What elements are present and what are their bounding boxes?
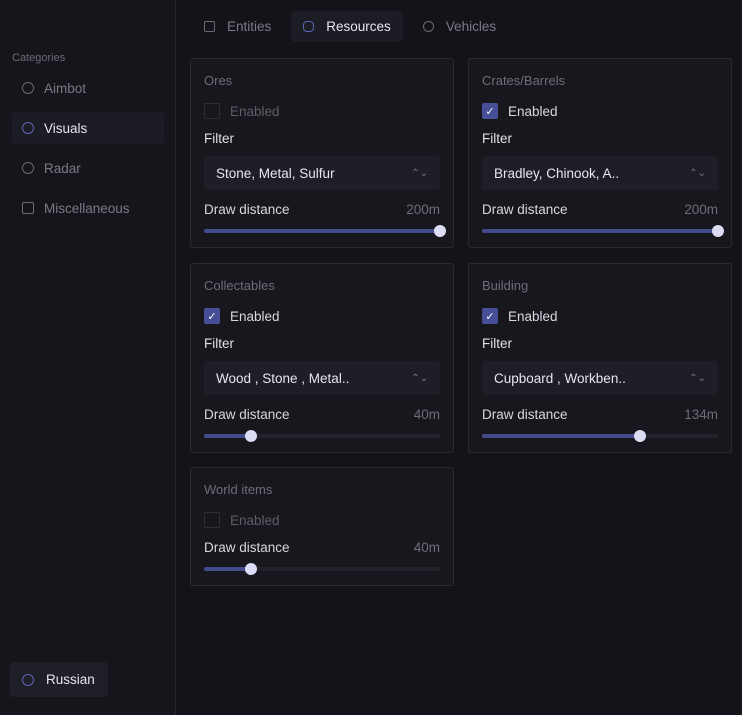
enabled-checkbox[interactable]: ✓ Enabled — [482, 103, 718, 119]
slider-fill — [204, 434, 252, 438]
draw-distance-label: Draw distance — [482, 407, 568, 422]
filter-select[interactable]: Wood , Stone , Metal.. ⌃⌄ — [204, 361, 440, 395]
backpack-icon — [303, 21, 315, 32]
filter-value: Bradley, Chinook, A.. — [494, 165, 620, 181]
tab-label: Resources — [326, 19, 391, 34]
sidebar-item-label: Miscellaneous — [44, 200, 130, 216]
checkbox-box[interactable] — [204, 512, 220, 528]
enabled-checkbox[interactable]: ✓ Enabled — [204, 308, 440, 324]
filter-select[interactable]: Cupboard , Workben.. ⌃⌄ — [482, 361, 718, 395]
sidebar: Categories Aimbot Visuals Radar Miscella… — [0, 0, 176, 715]
draw-distance-slider[interactable] — [204, 225, 446, 237]
checkbox-label: Enabled — [230, 308, 280, 324]
chevron-up-down-icon: ⌃⌄ — [411, 372, 428, 384]
card-title: Building — [482, 278, 529, 293]
draw-distance-value: 134m — [684, 407, 718, 422]
card-building: Building ✓ Enabled Filter Cupboard , Workb… — [468, 263, 732, 453]
draw-distance-label: Draw distance — [482, 202, 568, 217]
tab-label: Vehicles — [445, 19, 497, 34]
slider-fill — [204, 229, 440, 233]
draw-distance-value: 200m — [406, 202, 440, 217]
card-crates-barrels: Crates/Barrels ✓ Enabled Filter Bradley, C… — [468, 58, 732, 248]
draw-distance-value: 200m — [684, 202, 718, 217]
checkbox-label: Enabled — [508, 308, 558, 324]
card-ores: Ores Enabled Filter Stone, Metal, Sulfur ⌃… — [190, 58, 454, 248]
checkbox-label: Enabled — [508, 103, 558, 119]
draw-distance-label: Draw distance — [204, 202, 290, 217]
filter-label: Filter — [482, 131, 512, 146]
draw-distance-label: Draw distance — [204, 407, 290, 422]
checkbox-label: Enabled — [230, 512, 280, 528]
tab-resources[interactable]: Resources — [291, 11, 403, 42]
tab-entities[interactable]: Entities — [192, 11, 283, 42]
language-label: Russian — [46, 672, 95, 687]
filter-label: Filter — [482, 336, 512, 351]
scan-face-icon — [204, 21, 215, 32]
language-button[interactable]: Russian — [10, 662, 108, 697]
sidebar-item-miscellaneous[interactable]: Miscellaneous — [12, 192, 164, 224]
chevron-up-down-icon: ⌃⌄ — [411, 167, 428, 179]
enabled-checkbox[interactable]: Enabled — [204, 103, 440, 119]
checkbox-box[interactable] — [204, 103, 220, 119]
filter-select[interactable]: Bradley, Chinook, A.. ⌃⌄ — [482, 156, 718, 190]
slider-fill — [482, 229, 718, 233]
categories-heading: Categories — [12, 52, 66, 64]
card-world-items: World items Enabled Draw distance 40m — [190, 467, 454, 586]
tab-bar: Entities Resources Vehicles — [192, 11, 508, 42]
slider-fill — [204, 567, 252, 571]
checkbox-box[interactable]: ✓ — [482, 103, 498, 119]
eye-icon — [22, 122, 34, 134]
cube-icon — [22, 202, 34, 214]
target-icon — [22, 82, 34, 94]
card-title: Crates/Barrels — [482, 73, 566, 88]
sidebar-item-label: Visuals — [44, 120, 88, 136]
draw-distance-slider[interactable] — [482, 430, 718, 442]
filter-label: Filter — [204, 336, 234, 351]
slider-thumb[interactable] — [434, 225, 446, 237]
slider-thumb[interactable] — [245, 430, 258, 442]
filter-value: Wood , Stone , Metal.. — [216, 370, 350, 386]
checkbox-label: Enabled — [230, 103, 280, 119]
tab-label: Entities — [227, 19, 272, 34]
globe-icon — [22, 673, 34, 686]
slider-fill — [482, 434, 641, 438]
card-title: Ores — [204, 73, 233, 88]
slider-thumb[interactable] — [634, 430, 647, 442]
card-title: Collectables — [204, 278, 275, 293]
chevron-up-down-icon: ⌃⌄ — [689, 167, 706, 179]
sidebar-item-radar[interactable]: Radar — [12, 152, 164, 184]
checkbox-box[interactable]: ✓ — [204, 308, 220, 324]
check-icon: ✓ — [485, 310, 495, 323]
checkbox-box[interactable]: ✓ — [482, 308, 498, 324]
draw-distance-slider[interactable] — [482, 225, 724, 237]
enabled-checkbox[interactable]: Enabled — [204, 512, 440, 528]
check-icon: ✓ — [207, 310, 217, 323]
draw-distance-value: 40m — [413, 407, 440, 422]
sidebar-item-label: Aimbot — [44, 80, 87, 96]
sidebar-item-aimbot[interactable]: Aimbot — [12, 72, 164, 104]
enabled-checkbox[interactable]: ✓ Enabled — [482, 308, 718, 324]
draw-distance-value: 40m — [413, 540, 440, 555]
slider-thumb[interactable] — [712, 225, 724, 237]
check-icon: ✓ — [485, 105, 495, 118]
filter-select[interactable]: Stone, Metal, Sulfur ⌃⌄ — [204, 156, 440, 190]
draw-distance-label: Draw distance — [204, 540, 290, 555]
slider-thumb[interactable] — [245, 563, 258, 575]
tab-vehicles[interactable]: Vehicles — [411, 11, 508, 42]
draw-distance-slider[interactable] — [204, 430, 440, 442]
sidebar-item-visuals[interactable]: Visuals — [12, 112, 164, 144]
chevron-up-down-icon: ⌃⌄ — [689, 372, 706, 384]
filter-value: Stone, Metal, Sulfur — [216, 165, 335, 181]
draw-distance-slider[interactable] — [204, 563, 440, 575]
sidebar-item-label: Radar — [44, 160, 81, 176]
card-collectables: Collectables ✓ Enabled Filter Wood , Stone… — [190, 263, 454, 453]
filter-label: Filter — [204, 131, 234, 146]
card-title: World items — [204, 482, 273, 497]
filter-value: Cupboard , Workben.. — [494, 370, 626, 386]
radar-icon — [22, 162, 34, 174]
globe-icon — [422, 21, 434, 32]
